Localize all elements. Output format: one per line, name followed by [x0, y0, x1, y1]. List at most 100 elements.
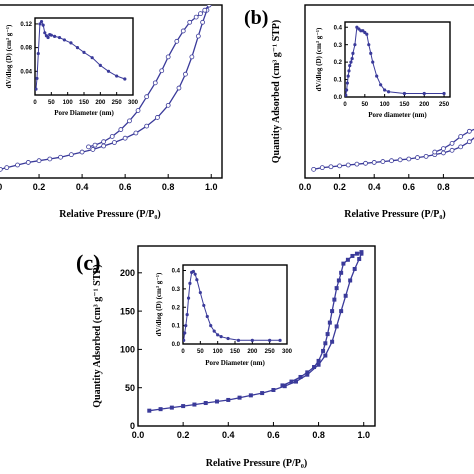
panel-c-inset-point — [193, 272, 197, 276]
panel-c-main-point — [334, 286, 339, 291]
panel-b-main-point — [440, 150, 446, 156]
panel-c-inset-xtick-label: 50 — [197, 349, 204, 355]
panel-a-main-point — [165, 102, 171, 108]
panel-a-main-point — [193, 14, 199, 20]
panel-a-inset-point — [52, 34, 57, 38]
panel-c-main-point — [334, 324, 339, 329]
panel-a-main-xtick-label: 0.6 — [119, 182, 132, 192]
panel-b-main-frame — [304, 4, 474, 179]
panel-b-inset-point — [371, 60, 375, 64]
panel-b-inset-point — [351, 51, 355, 55]
panel-c-inset-plot: 0 50 100 150 200 250 300 0.0 0.1 0.2 0.3 0.4 Pore Di… — [155, 264, 293, 367]
panel-a-inset-point — [36, 51, 40, 56]
panel-b-inset-point — [379, 83, 383, 87]
panel-c-inset-xlabel: Pore Diameter (nm) — [205, 359, 265, 367]
panel-b-main-xtick-label: 0.8 — [437, 182, 450, 192]
panel-c-main-point — [339, 309, 344, 314]
panel-b-inset-point — [386, 90, 391, 94]
panel-c-inset-point — [219, 335, 223, 339]
panel-b-inset-point — [345, 88, 349, 92]
panel-c-inset-series-line — [183, 270, 281, 341]
panel-c-main-xtick-label: 0.6 — [267, 430, 280, 440]
panel-b-inset-point — [355, 25, 359, 29]
panel-a-main-point — [25, 160, 31, 165]
panel-a-inset-frame — [34, 17, 134, 96]
panel-c-main-point — [327, 320, 332, 325]
panel-b-inset-xtick-label: 50 — [361, 102, 368, 108]
panel-c-inset-point — [195, 278, 199, 282]
panel-c-main-point — [305, 372, 310, 377]
panel-c-main-xtick-label: 0.8 — [312, 430, 325, 440]
panel-a-main-point — [79, 149, 85, 155]
panel-b-inset-point — [348, 64, 352, 68]
panel-c-main-point — [158, 407, 163, 412]
panel-a-main-point — [101, 143, 107, 149]
panel-a-inset-xtick-label: 150 — [79, 100, 90, 106]
panel-a-inset-series-group — [35, 19, 127, 91]
panel-c-main-point — [348, 278, 353, 283]
panel-c-main-point — [341, 261, 346, 266]
panel-c-main-point — [350, 253, 355, 258]
panel-c-main-point — [192, 402, 197, 407]
panel-a-main-point — [15, 162, 20, 168]
panel-a-main-point — [118, 127, 124, 132]
panel-b-inset-point — [357, 27, 361, 31]
panel-c-main-frame — [137, 245, 376, 427]
panel-a-main-point — [159, 68, 165, 74]
panel-a-inset-point — [82, 50, 86, 54]
panel-c-inset-point — [278, 338, 282, 342]
panel-a-inset-xtick-label: 100 — [63, 100, 74, 106]
panel-b-main-point — [432, 149, 438, 155]
panel-a-inset-xtick-label: 50 — [48, 100, 55, 106]
panel-a-main-point — [111, 140, 117, 145]
panel-b-inset-xlabel: Pore diameter (nm) — [368, 111, 427, 119]
panel-a-inset-point — [39, 19, 44, 24]
panel-a-inset-point — [98, 63, 102, 67]
panel-a-main-point — [86, 144, 91, 150]
panel-a-main-point — [206, 5, 212, 8]
panel-b-inset-ylabel: dV/dlog (D) (cm³ g⁻¹) — [315, 27, 323, 91]
panel-c-main-point — [323, 341, 328, 346]
panel-b-main-point — [423, 153, 429, 159]
panel-b-main-point — [397, 157, 403, 163]
panel-b-inset-point — [422, 91, 426, 96]
panel-c-main-point — [169, 405, 174, 410]
panel-c-inset-point — [268, 338, 272, 342]
panel-b-main-series-line — [313, 137, 474, 170]
panel-b-inset-series-group — [345, 25, 446, 97]
panel-a-inset-point — [75, 46, 80, 50]
panel-b-inset-ytick-label: 0.3 — [334, 43, 343, 49]
panel-a-inset-point — [57, 35, 62, 40]
panel-b-inset-point — [346, 74, 350, 78]
panel-c-inset-xtick-label: 100 — [213, 349, 224, 355]
panel-b-main-ylabel: Quantity Adsorbed (cm³ g⁻¹ STP) — [271, 20, 282, 164]
panel-c-main-ytick-label: 150 — [120, 306, 135, 316]
panel-c-main-point — [332, 297, 337, 302]
panel-b-inset-point — [369, 51, 373, 55]
panel-a-inset-ytick-label: 0.04 — [20, 69, 32, 75]
panel-c-inset-point — [183, 338, 186, 342]
panel-a-inset-series-line — [35, 20, 125, 90]
panel-b-inset-point — [365, 32, 369, 36]
panel-c-inset-ytick-label: 0.0 — [172, 342, 181, 348]
panel-c-main-xlabel: Relative Pressure (P/P₀) — [206, 458, 307, 469]
panel-a-inset-point — [38, 22, 42, 26]
panel-b-main-point — [466, 139, 472, 145]
panel-a-main-point — [174, 38, 180, 44]
panel-a-main-xtick-label: 0.0 — [0, 182, 2, 192]
panel-a-inset-xlabel: Pore Diameter (nm) — [54, 109, 114, 117]
panel-a-inset-xtick-label: 0 — [33, 100, 37, 106]
panel-b-inset-xtick-label: 150 — [399, 102, 410, 108]
panel-c-inset-ytick-label: 0.3 — [172, 287, 181, 293]
panel-b-main-point — [380, 159, 386, 164]
panel-a-main-xtick-label: 0.4 — [76, 182, 89, 192]
panel-c-main-point — [316, 362, 321, 367]
panel-c-main-xtick-label: 1.0 — [357, 430, 370, 440]
panel-c-main-point — [226, 397, 231, 402]
panel-a-main-point — [133, 130, 139, 136]
panel-c-inset-point — [198, 290, 202, 295]
panel-a-inset-point — [41, 23, 45, 27]
panel-c-main-point — [147, 408, 152, 413]
panel-a-main-point — [127, 118, 132, 124]
panel-b-main-point — [363, 160, 368, 166]
